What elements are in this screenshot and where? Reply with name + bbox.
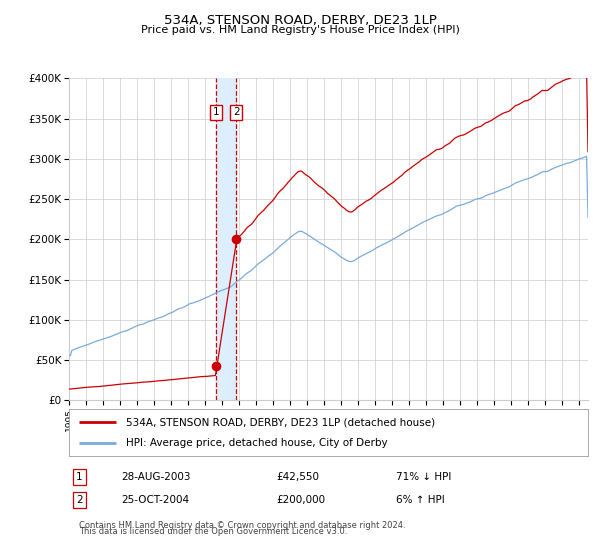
Text: 2: 2 (76, 495, 83, 505)
Text: 2: 2 (233, 107, 239, 117)
Text: £200,000: £200,000 (277, 495, 326, 505)
Text: 28-AUG-2003: 28-AUG-2003 (121, 473, 190, 482)
Text: This data is licensed under the Open Government Licence v3.0.: This data is licensed under the Open Gov… (79, 527, 348, 536)
Text: 1: 1 (76, 473, 83, 482)
Text: Price paid vs. HM Land Registry's House Price Index (HPI): Price paid vs. HM Land Registry's House … (140, 25, 460, 35)
Bar (216, 78, 236, 400)
Text: 534A, STENSON ROAD, DERBY, DE23 1LP (detached house): 534A, STENSON ROAD, DERBY, DE23 1LP (det… (126, 417, 435, 427)
Text: 71% ↓ HPI: 71% ↓ HPI (396, 473, 451, 482)
Text: 25-OCT-2004: 25-OCT-2004 (121, 495, 189, 505)
Text: 1: 1 (213, 107, 220, 117)
Text: Contains HM Land Registry data © Crown copyright and database right 2024.: Contains HM Land Registry data © Crown c… (79, 521, 406, 530)
Text: 534A, STENSON ROAD, DERBY, DE23 1LP: 534A, STENSON ROAD, DERBY, DE23 1LP (164, 14, 436, 27)
Text: £42,550: £42,550 (277, 473, 320, 482)
Text: HPI: Average price, detached house, City of Derby: HPI: Average price, detached house, City… (126, 438, 388, 448)
Text: 6% ↑ HPI: 6% ↑ HPI (396, 495, 445, 505)
